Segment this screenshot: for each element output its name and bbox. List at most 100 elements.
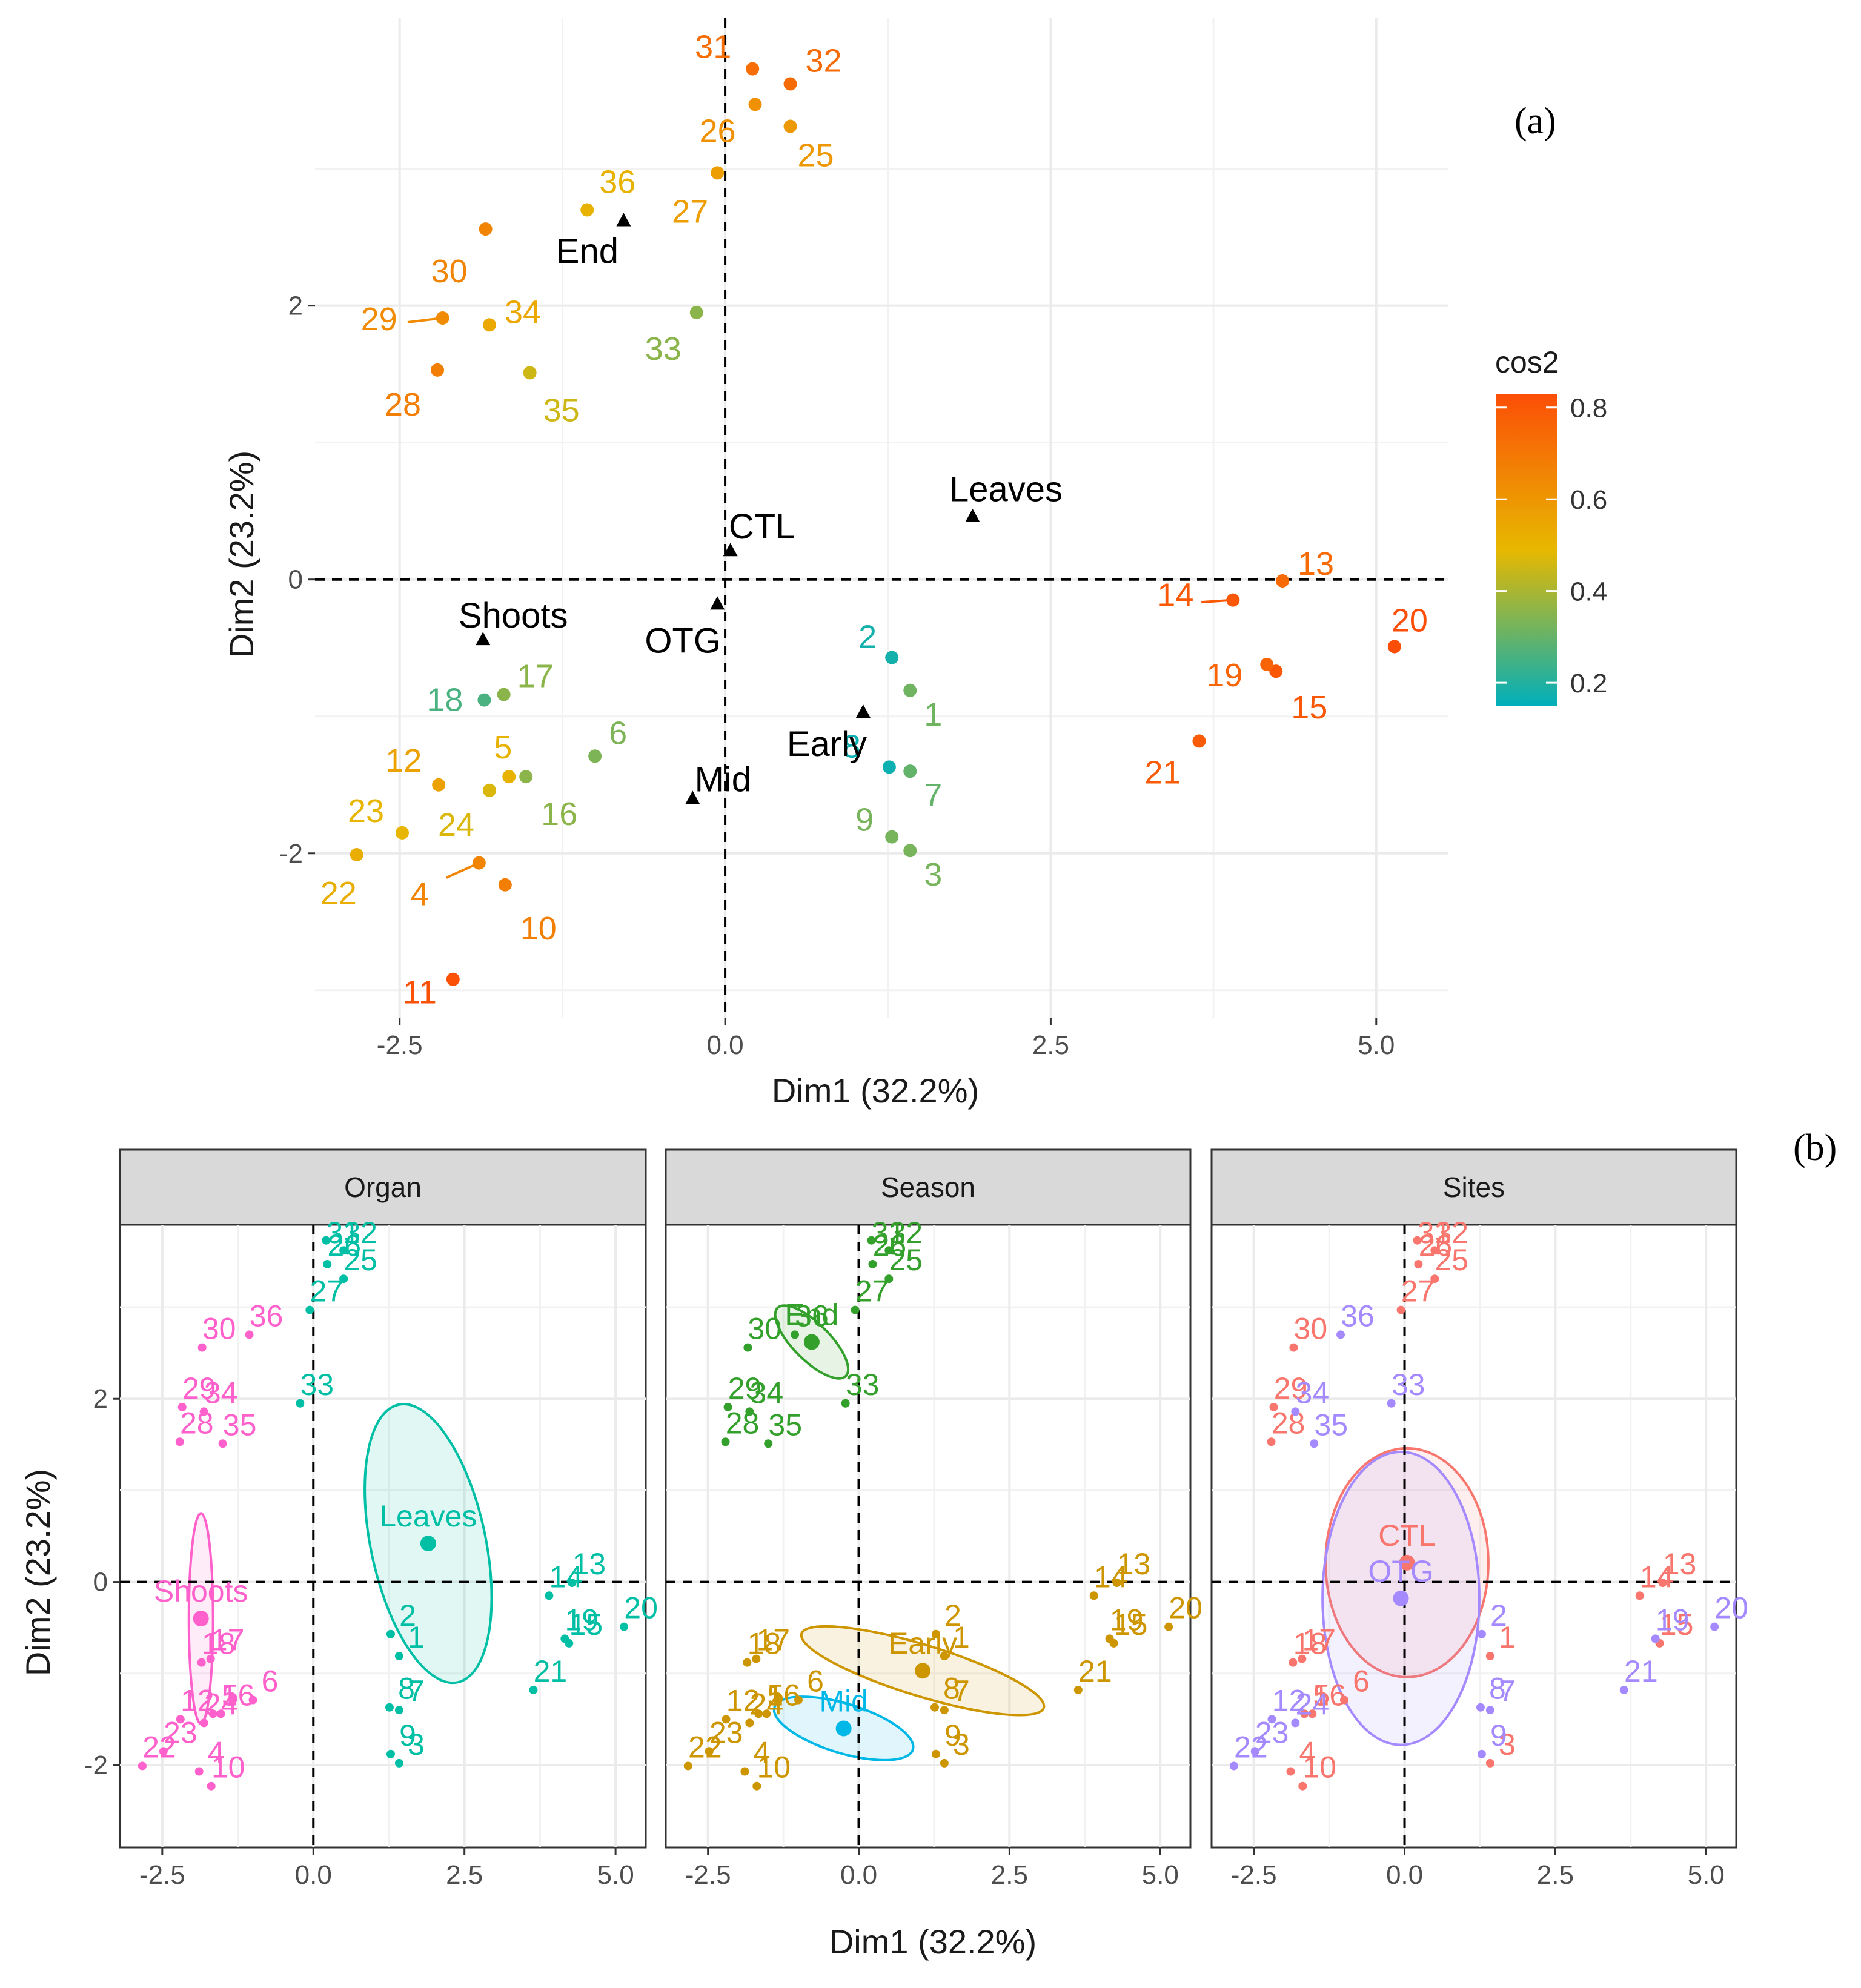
point-8 [882, 760, 896, 774]
point-24 [745, 1718, 754, 1728]
point-label-10: 10 [1302, 1751, 1336, 1784]
point-27 [1396, 1305, 1405, 1314]
point-12 [432, 778, 446, 792]
point-label-31: 31 [1418, 1216, 1451, 1250]
x-tick-label: 0.0 [706, 1030, 743, 1060]
point-label-29: 29 [1274, 1371, 1308, 1405]
point-label-6: 6 [609, 715, 627, 751]
point-label-24: 24 [1296, 1687, 1330, 1721]
legend-tick-label: 0.2 [1570, 669, 1607, 698]
x-tick-label: 5.0 [1358, 1030, 1395, 1060]
group-label-leaves: Leaves [379, 1499, 477, 1533]
point-label-21: 21 [534, 1654, 568, 1688]
point-30 [479, 222, 493, 236]
point-1 [940, 1652, 949, 1661]
point-10 [1298, 1781, 1307, 1791]
point-label-33: 33 [645, 331, 682, 367]
point-label-20: 20 [1714, 1591, 1748, 1625]
point-label-1: 1 [953, 1620, 970, 1654]
point-12 [176, 1715, 185, 1724]
point-1 [1485, 1652, 1494, 1661]
facet-strip-label: Organ [344, 1171, 422, 1203]
x-tick-label: 0.0 [840, 1860, 877, 1890]
point-21 [1073, 1685, 1083, 1694]
point-label-16: 16 [766, 1678, 800, 1712]
point-27 [711, 166, 725, 180]
group-label-early: Early [888, 1626, 957, 1660]
point-label-30: 30 [1294, 1312, 1328, 1346]
group-label-end: End [785, 1298, 838, 1332]
point-label-12: 12 [726, 1683, 760, 1717]
point-label-3: 3 [953, 1728, 970, 1761]
point-27 [305, 1305, 314, 1314]
y-tick-label: 0 [288, 565, 303, 595]
point-20 [1164, 1622, 1173, 1631]
point-4 [472, 856, 486, 870]
supp-marker-ctl [723, 543, 738, 557]
legend-tick-label: 0.8 [1570, 394, 1607, 423]
chart-a: -2.5 0.0 2.5 5.0 -2 0 2 Dim1 (32.2%) Dim2 (23.2%… [222, 18, 1607, 1110]
supp-marker-mid [685, 790, 700, 804]
facet-panel-bg [1210, 1224, 1737, 1849]
point-36 [245, 1330, 254, 1339]
point-7 [940, 1706, 949, 1715]
point-33 [296, 1399, 305, 1408]
point-28 [721, 1437, 730, 1446]
point-7 [1485, 1706, 1494, 1715]
panel-label-a: (a) [1514, 101, 1556, 142]
y-tick-label: 0 [93, 1568, 108, 1597]
point-label-36: 36 [599, 164, 635, 200]
point-17 [1298, 1654, 1307, 1663]
point-1 [903, 683, 917, 697]
point-label-33: 33 [846, 1368, 880, 1402]
point-label-2: 2 [1490, 1599, 1507, 1632]
point-18 [477, 693, 491, 707]
point-5 [1300, 1709, 1309, 1718]
point-33 [841, 1399, 850, 1408]
point-label-24: 24 [204, 1687, 238, 1721]
point-4 [740, 1767, 749, 1776]
point-label-30: 30 [202, 1312, 236, 1346]
point-label-22: 22 [142, 1730, 176, 1764]
point-6 [248, 1695, 257, 1705]
point-label-26: 26 [1419, 1228, 1453, 1262]
x-tick-label: 5.0 [597, 1860, 634, 1890]
supp-marker-leaves [965, 508, 980, 522]
point-30 [743, 1343, 752, 1352]
point-36 [1336, 1330, 1345, 1339]
point-10 [752, 1781, 761, 1791]
point-19 [560, 1634, 569, 1643]
point-5 [754, 1709, 763, 1718]
point-16 [762, 1709, 771, 1718]
point-label-3: 3 [924, 856, 942, 893]
supp-marker-early [855, 704, 871, 718]
point-32 [783, 77, 797, 91]
point-20 [620, 1622, 629, 1631]
point-label-34: 34 [750, 1376, 784, 1410]
point-30 [1289, 1343, 1298, 1352]
x-tick-label: 5.0 [1142, 1860, 1179, 1890]
point-26 [323, 1260, 332, 1269]
point-label-25: 25 [1435, 1243, 1468, 1277]
point-16 [1308, 1709, 1317, 1718]
point-22 [1229, 1761, 1238, 1771]
point-label-16: 16 [221, 1678, 255, 1712]
point-21 [529, 1685, 538, 1694]
point-label-7: 7 [408, 1674, 425, 1708]
x-axis-title: Dim1 (32.2%) [772, 1072, 979, 1110]
point-label-23: 23 [348, 793, 384, 829]
point-label-3: 3 [408, 1728, 425, 1761]
supp-label-early: Early [787, 724, 867, 764]
group-label-otg: OTG [1368, 1554, 1433, 1588]
point-label-8: 8 [843, 728, 861, 764]
facet-strip-label: Sites [1443, 1171, 1505, 1203]
point-14 [1089, 1591, 1098, 1600]
point-25 [884, 1274, 894, 1284]
point-22 [350, 848, 363, 862]
y-tick-label: -2 [279, 839, 303, 869]
point-3 [394, 1758, 403, 1768]
point-label-6: 6 [262, 1665, 279, 1698]
point-22 [683, 1761, 692, 1771]
point-label-14: 14 [549, 1560, 583, 1594]
legend-title: cos2 [1495, 345, 1559, 379]
